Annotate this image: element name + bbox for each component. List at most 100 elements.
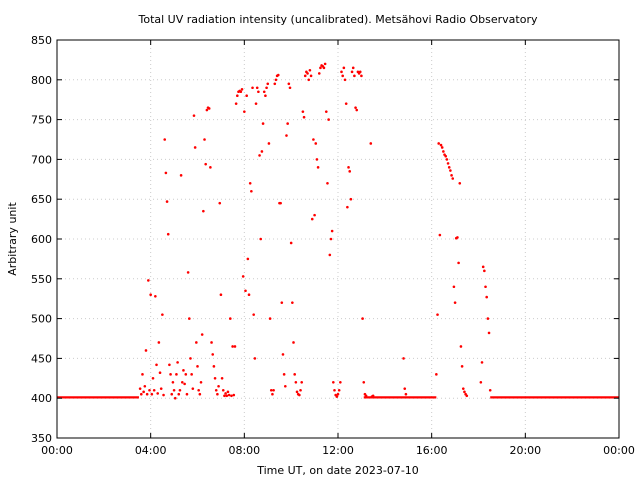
- data-point: [303, 74, 307, 78]
- data-point: [292, 341, 295, 344]
- y-tick-label: 450: [31, 352, 52, 365]
- data-point: [280, 301, 284, 304]
- data-point: [218, 201, 222, 205]
- data-point: [140, 392, 143, 396]
- data-point: [342, 66, 346, 70]
- axis-ticks: 350 400 450 500 550 600 650 700 750 800 850 00:00 04…: [31, 34, 635, 457]
- data-point: [185, 392, 189, 396]
- data-point: [244, 289, 247, 293]
- data-point: [260, 150, 264, 153]
- data-point: [165, 200, 169, 203]
- data-point: [268, 317, 272, 320]
- data-point: [189, 357, 192, 360]
- data-point: [444, 154, 448, 158]
- data-point: [289, 241, 293, 245]
- data-point: [437, 142, 440, 145]
- y-tick-label: 850: [31, 34, 52, 47]
- data-point: [274, 78, 278, 82]
- data-point: [347, 166, 350, 169]
- data-point: [240, 88, 244, 91]
- data-point: [337, 388, 341, 392]
- data-point: [200, 333, 204, 336]
- data-point: [239, 90, 243, 94]
- data-point: [271, 392, 274, 396]
- data-point: [349, 197, 353, 201]
- data-point: [293, 373, 296, 376]
- data-point: [446, 162, 450, 165]
- data-point: [178, 388, 182, 392]
- data-point: [487, 331, 491, 335]
- data-point: [182, 369, 185, 372]
- data-point: [465, 394, 469, 398]
- data-point: [485, 295, 488, 299]
- x-tick-label: 16:00: [416, 444, 448, 457]
- data-point: [162, 393, 165, 397]
- data-point: [203, 138, 206, 141]
- data-point: [212, 365, 216, 368]
- data-point: [188, 317, 191, 320]
- data-point: [176, 361, 179, 364]
- data-point: [480, 361, 484, 364]
- y-tick-label: 400: [31, 392, 52, 405]
- data-point: [198, 392, 202, 396]
- data-point: [440, 146, 444, 149]
- chart-title: Total UV radiation intensity (uncalibrat…: [138, 13, 538, 26]
- data-point: [142, 390, 145, 394]
- data-point: [150, 392, 154, 396]
- data-point: [155, 363, 158, 367]
- data-point: [149, 293, 152, 297]
- x-tick-label: 04:00: [135, 444, 167, 457]
- data-point: [197, 388, 200, 392]
- data-point: [202, 209, 205, 213]
- data-point: [319, 66, 322, 70]
- data-point: [456, 236, 459, 239]
- data-point: [138, 387, 142, 390]
- data-point: [438, 233, 442, 237]
- data-point: [362, 380, 366, 384]
- data-point: [163, 138, 167, 141]
- data-point: [148, 388, 151, 392]
- x-tick-label: 00:00: [603, 444, 635, 457]
- data-point: [298, 393, 301, 397]
- data-point: [459, 345, 463, 348]
- data-point: [457, 261, 460, 265]
- data-point: [445, 158, 449, 161]
- data-point: [307, 78, 311, 82]
- data-point: [403, 387, 407, 390]
- grid-lines: [57, 40, 619, 438]
- data-point: [231, 345, 234, 348]
- data-point: [281, 353, 285, 356]
- data-point: [341, 74, 344, 78]
- data-point: [223, 394, 226, 398]
- data-point: [264, 94, 267, 98]
- data-point: [287, 82, 291, 86]
- data-point: [449, 169, 452, 172]
- data-point: [336, 392, 340, 396]
- y-tick-label: 750: [31, 114, 52, 127]
- data-point: [344, 102, 348, 105]
- data-point: [245, 94, 248, 98]
- data-point: [484, 285, 487, 289]
- data-point: [232, 393, 236, 397]
- data-point: [299, 388, 302, 392]
- data-point: [488, 388, 492, 392]
- data-point: [272, 388, 275, 392]
- data-point: [196, 365, 199, 368]
- data-point: [257, 90, 260, 94]
- data-point: [458, 181, 462, 185]
- data-point: [250, 189, 253, 193]
- data-point: [450, 174, 453, 177]
- data-point: [220, 377, 224, 380]
- data-point: [461, 387, 465, 390]
- data-point: [195, 341, 198, 344]
- data-point: [404, 392, 408, 396]
- data-point: [354, 106, 357, 109]
- data-point: [313, 213, 316, 217]
- data-point: [360, 74, 363, 78]
- data-point: [157, 341, 161, 344]
- data-point: [147, 279, 150, 282]
- data-point: [261, 122, 265, 125]
